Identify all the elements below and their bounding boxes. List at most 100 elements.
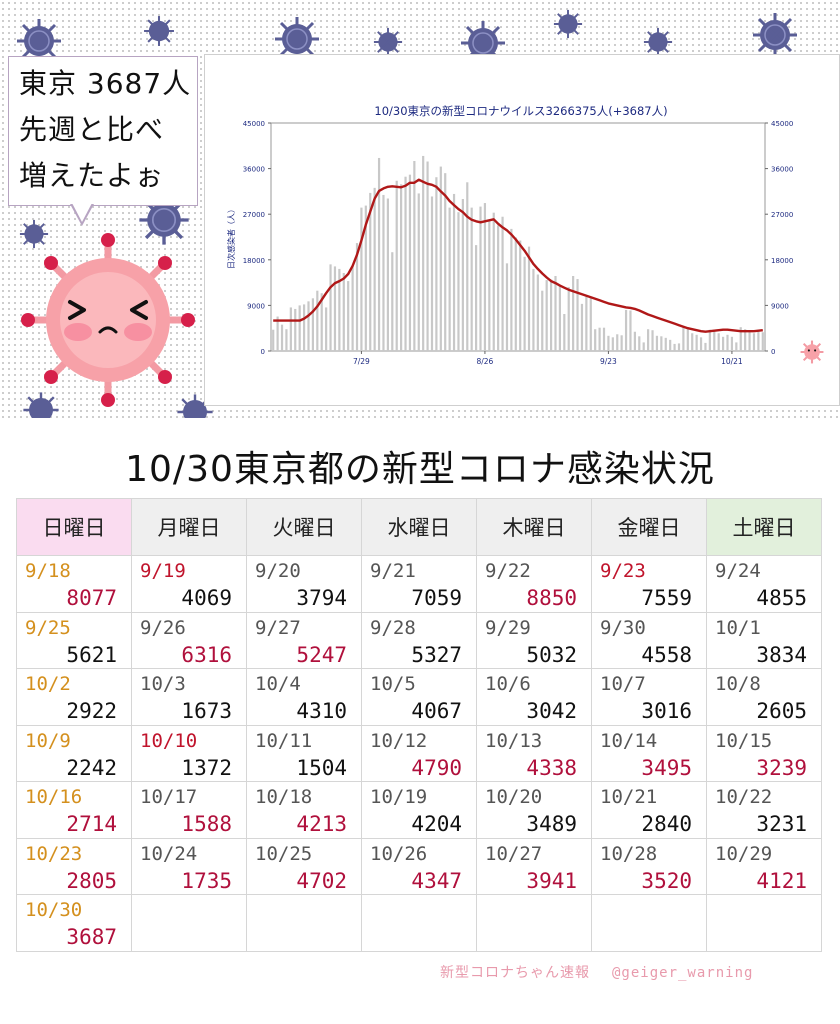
- data-bar: [633, 331, 636, 351]
- data-bar: [558, 285, 562, 351]
- data-bar: [744, 329, 747, 351]
- cell-count: 4790: [411, 755, 462, 780]
- status-table-panel: 10/30東京都の新型コロナ感染状況 日曜日 月曜日 火曜日 水曜日 木曜日 金曜日 土曜日…: [0, 418, 840, 1024]
- data-bar: [611, 337, 614, 351]
- data-bar: [395, 180, 398, 351]
- day-cell: 9/29 5032: [476, 611, 592, 669]
- data-bar: [549, 279, 553, 351]
- cell-date: 10/21: [600, 786, 658, 808]
- data-bar: [400, 184, 403, 351]
- cell-count: 1735: [181, 868, 232, 893]
- data-bar: [624, 309, 628, 351]
- cell-date: 10/30: [25, 899, 83, 921]
- data-bar: [527, 246, 531, 351]
- day-cell: 10/28 3520: [591, 837, 707, 895]
- day-cell: 10/27 3941: [476, 837, 592, 895]
- cell-count: 7559: [641, 586, 692, 610]
- x-tick-label: 7/29: [353, 357, 370, 366]
- data-bar: [466, 182, 469, 351]
- cell-count: 4558: [641, 642, 692, 667]
- data-bar: [682, 326, 685, 351]
- day-cell: 10/1 3834: [706, 611, 822, 669]
- day-cell: 10/9 2242: [16, 724, 132, 782]
- data-bar: [594, 329, 597, 351]
- cell-count: 3495: [641, 755, 692, 780]
- cell-date: 10/4: [255, 673, 301, 695]
- cell-date: 9/28: [370, 616, 416, 639]
- cell-count: 1372: [181, 755, 232, 780]
- cell-count: 5327: [411, 642, 462, 667]
- virus-decoration-icon: [753, 13, 797, 57]
- data-bar: [488, 219, 491, 351]
- data-bar: [408, 174, 412, 351]
- data-bar: [325, 307, 328, 351]
- cell-count: 3016: [641, 699, 692, 723]
- data-bar: [505, 263, 509, 351]
- data-bar: [426, 161, 429, 351]
- cell-date: 10/14: [600, 729, 658, 752]
- day-cell: 9/25 5621: [16, 611, 132, 669]
- day-cell: 9/30 4558: [591, 611, 707, 669]
- day-cell: 10/3 1673: [131, 668, 247, 726]
- data-bar: [691, 333, 694, 351]
- data-bar: [607, 335, 610, 351]
- day-cell: [476, 894, 592, 952]
- cell-date: 10/24: [140, 842, 198, 865]
- day-cell: 10/14 3495: [591, 724, 707, 782]
- y-tick-label-left: 18000: [243, 257, 265, 265]
- day-cell: 10/20 3489: [476, 781, 592, 839]
- infection-chart: 10/30東京の新型コロナウイルス3266375人(+3687人) 日次感染者（…: [226, 104, 793, 366]
- data-bar: [761, 332, 764, 351]
- table-title: 10/30東京都の新型コロナ感染状況: [125, 449, 715, 490]
- day-cell: 10/13 4338: [476, 724, 592, 782]
- data-bar: [536, 274, 539, 351]
- day-cell: [706, 894, 822, 952]
- cell-count: 4338: [526, 755, 577, 780]
- cell-date: 10/13: [485, 729, 543, 752]
- data-bar: [285, 329, 288, 351]
- cell-date: 10/1: [715, 616, 761, 639]
- data-bar: [554, 276, 557, 351]
- chart-panel: 10/30東京の新型コロナウイルス3266375人(+3687人) 日次感染者（…: [204, 54, 840, 406]
- day-cell: 10/26 4347: [361, 837, 477, 895]
- data-bar: [311, 298, 315, 351]
- data-bar: [726, 334, 729, 351]
- speech-bubble: 東京 3687人 先週と比べ 増えたよぉ: [8, 56, 198, 206]
- cell-count: 4855: [756, 586, 807, 610]
- bubble-line-3: 増えたよぉ: [19, 159, 165, 192]
- virus-decoration-icon: [461, 21, 505, 65]
- cell-count: 2840: [641, 812, 692, 836]
- data-bar: [572, 276, 575, 351]
- virus-decoration-icon: [643, 27, 673, 57]
- day-cell: 10/15 3239: [706, 724, 822, 782]
- moving-average-line: [273, 178, 763, 333]
- cell-date: 9/23: [600, 560, 646, 582]
- virus-decoration-icon: [19, 219, 49, 249]
- cell-date: 10/20: [485, 786, 543, 808]
- footer-handle: @geiger_warning: [612, 965, 754, 981]
- y-tick-label-right: 45000: [771, 120, 793, 128]
- cell-date: 10/22: [715, 786, 773, 808]
- day-header: 水曜日: [361, 498, 477, 556]
- day-header: 木曜日: [476, 498, 592, 556]
- cell-date: 9/26: [140, 616, 186, 639]
- mini-virus-icon: [800, 340, 824, 364]
- data-bar: [616, 334, 619, 351]
- day-cell: 10/6 3042: [476, 668, 592, 726]
- cell-date: 10/28: [600, 842, 658, 865]
- data-bar: [302, 304, 306, 351]
- day-cell: [246, 894, 362, 952]
- data-bar: [669, 339, 672, 351]
- y-tick-label-right: 0: [771, 348, 775, 356]
- data-bar: [620, 335, 623, 351]
- table-row: 9/25 5621 9/26 6316 9/27 5247 9/28 5327 9/29 5032…: [16, 611, 822, 669]
- data-bar: [338, 268, 341, 351]
- day-header: 月曜日: [131, 498, 247, 556]
- day-cell: 9/18 8077: [16, 555, 132, 613]
- day-cell: 10/2 2922: [16, 668, 132, 726]
- cell-count: 3042: [526, 699, 577, 723]
- y-tick-label-left: 0: [261, 348, 265, 356]
- cell-date: 10/11: [255, 729, 313, 752]
- table-row: 10/23 2805 10/24 1735 10/25 4702 10/26 4347 10/2…: [16, 837, 822, 895]
- cell-count: 3834: [756, 642, 807, 667]
